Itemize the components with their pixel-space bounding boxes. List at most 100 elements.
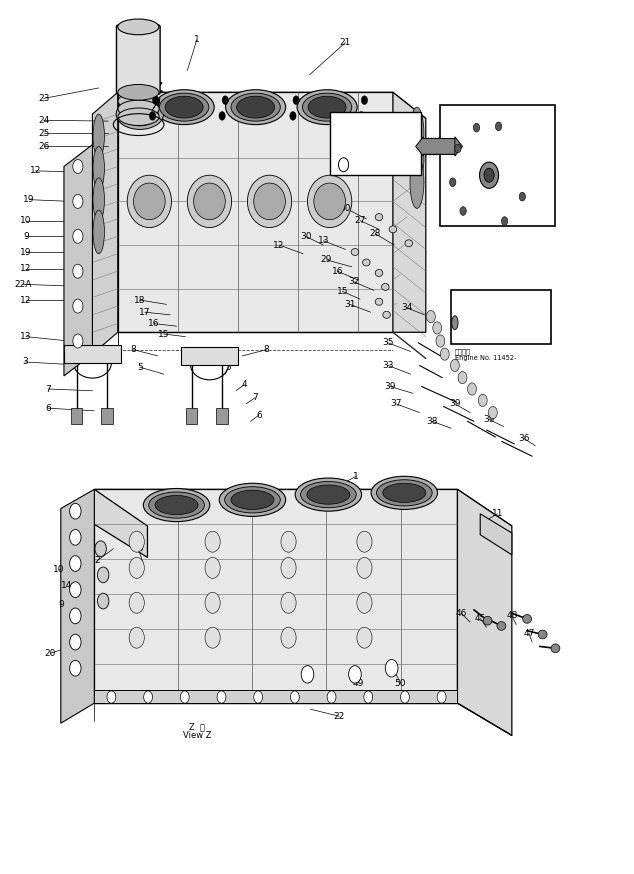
Ellipse shape: [116, 99, 164, 129]
Text: 31: 31: [344, 300, 356, 309]
Text: 20: 20: [44, 649, 56, 658]
Polygon shape: [64, 345, 121, 363]
Circle shape: [433, 322, 442, 334]
Ellipse shape: [231, 94, 280, 121]
Text: 18: 18: [134, 295, 146, 304]
Ellipse shape: [307, 175, 352, 227]
Polygon shape: [118, 93, 426, 119]
Circle shape: [129, 558, 145, 579]
Ellipse shape: [224, 487, 280, 513]
Text: 12: 12: [273, 240, 285, 249]
Text: 5: 5: [226, 363, 231, 371]
Ellipse shape: [247, 175, 292, 227]
Bar: [101, 408, 113, 424]
Text: 5: 5: [137, 363, 143, 371]
Ellipse shape: [118, 93, 159, 110]
Circle shape: [361, 96, 368, 105]
Text: 40: 40: [540, 160, 552, 170]
Text: Z: Z: [153, 81, 163, 95]
Circle shape: [349, 666, 361, 683]
Text: 14: 14: [61, 581, 73, 590]
Ellipse shape: [383, 311, 391, 318]
Text: For  Shipping: For Shipping: [339, 137, 389, 147]
Text: 25: 25: [38, 128, 49, 138]
Circle shape: [281, 628, 296, 649]
Ellipse shape: [187, 175, 231, 227]
Text: 10: 10: [53, 565, 65, 574]
Ellipse shape: [122, 102, 158, 126]
Circle shape: [385, 660, 398, 677]
Ellipse shape: [307, 485, 350, 504]
Ellipse shape: [118, 85, 159, 101]
Ellipse shape: [93, 114, 105, 158]
Text: 29: 29: [321, 255, 332, 264]
Ellipse shape: [301, 482, 356, 508]
Ellipse shape: [118, 108, 159, 126]
Circle shape: [357, 593, 372, 614]
Text: 9: 9: [23, 232, 29, 241]
Circle shape: [254, 691, 262, 704]
Circle shape: [205, 593, 220, 614]
Circle shape: [357, 558, 372, 579]
Circle shape: [450, 178, 456, 187]
Ellipse shape: [377, 480, 432, 506]
Bar: [441, 106, 555, 225]
Circle shape: [293, 96, 299, 105]
Circle shape: [495, 122, 501, 131]
Circle shape: [364, 691, 373, 704]
Text: 1: 1: [194, 36, 200, 45]
Ellipse shape: [522, 614, 531, 623]
Circle shape: [357, 531, 372, 552]
Text: 6: 6: [45, 404, 51, 413]
Bar: [216, 408, 228, 424]
Circle shape: [70, 582, 81, 598]
Text: 9: 9: [58, 600, 63, 609]
Ellipse shape: [302, 94, 352, 121]
Circle shape: [222, 96, 228, 105]
Text: 48: 48: [506, 612, 517, 621]
Bar: [186, 408, 197, 424]
Polygon shape: [393, 93, 426, 332]
Ellipse shape: [351, 248, 359, 255]
Text: 8: 8: [131, 345, 136, 354]
Circle shape: [73, 229, 83, 243]
Circle shape: [129, 593, 145, 614]
Text: 26: 26: [38, 142, 49, 151]
Circle shape: [478, 394, 487, 406]
Circle shape: [129, 531, 145, 552]
Ellipse shape: [154, 90, 214, 125]
Ellipse shape: [410, 132, 424, 184]
Text: 7: 7: [252, 393, 258, 402]
FancyArrow shape: [416, 137, 455, 156]
Text: 44: 44: [490, 303, 501, 312]
Ellipse shape: [371, 476, 437, 510]
Circle shape: [144, 691, 153, 704]
Ellipse shape: [155, 496, 198, 515]
Text: 12: 12: [20, 264, 32, 273]
Polygon shape: [94, 489, 458, 704]
Ellipse shape: [363, 259, 370, 266]
Circle shape: [290, 112, 296, 121]
Ellipse shape: [410, 108, 424, 160]
Text: 16: 16: [332, 267, 343, 275]
Polygon shape: [93, 93, 118, 354]
Polygon shape: [458, 489, 512, 735]
Ellipse shape: [93, 210, 105, 253]
Ellipse shape: [375, 269, 383, 276]
Bar: [451, 289, 551, 343]
Text: 16: 16: [148, 319, 160, 328]
Polygon shape: [64, 145, 93, 376]
Text: 50: 50: [395, 678, 406, 688]
Text: 12: 12: [30, 166, 41, 176]
Text: Z  視: Z 視: [189, 722, 205, 732]
Circle shape: [358, 112, 365, 121]
Ellipse shape: [389, 225, 397, 232]
Text: 30: 30: [340, 204, 351, 213]
Circle shape: [70, 556, 81, 572]
Text: 39: 39: [449, 399, 461, 408]
Circle shape: [219, 112, 225, 121]
Circle shape: [205, 531, 220, 552]
Circle shape: [107, 691, 116, 704]
Text: 30: 30: [300, 232, 311, 241]
Text: 1: 1: [353, 472, 359, 481]
